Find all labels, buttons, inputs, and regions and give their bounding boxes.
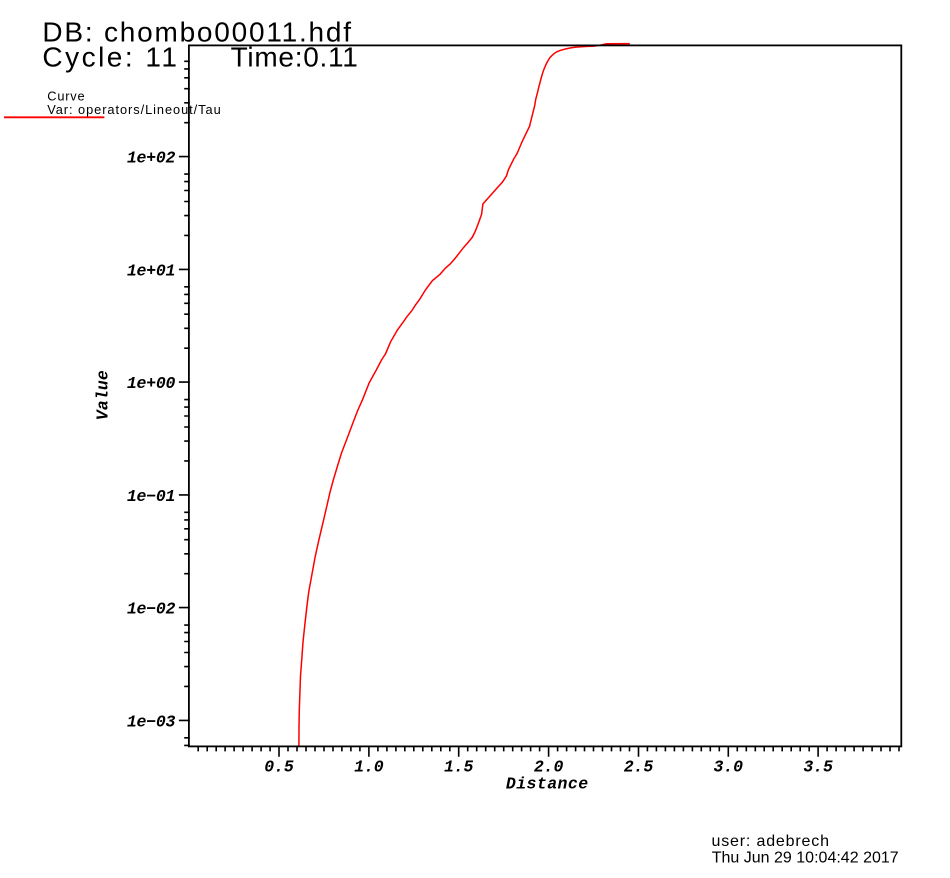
svg-text:Thu Jun 29 10:04:42 2017: Thu Jun 29 10:04:42 2017	[712, 850, 899, 867]
svg-text:3.5: 3.5	[803, 758, 833, 777]
svg-text:1e−03: 1e−03	[127, 712, 176, 731]
svg-text:3.0: 3.0	[714, 758, 744, 777]
svg-text:1e+01: 1e+01	[127, 261, 176, 280]
svg-text:1.5: 1.5	[444, 758, 474, 777]
svg-text:Var: operators/Lineout/Tau: Var: operators/Lineout/Tau	[47, 102, 221, 117]
svg-text:user: adebrech: user: adebrech	[712, 833, 830, 850]
svg-text:Value: Value	[94, 370, 113, 420]
svg-text:1e+00: 1e+00	[127, 374, 176, 393]
svg-text:1e+02: 1e+02	[127, 149, 176, 168]
svg-text:Cycle: 11: Cycle: 11	[42, 41, 177, 72]
svg-text:Curve: Curve	[47, 89, 84, 104]
svg-text:2.5: 2.5	[624, 758, 654, 777]
svg-text:1.0: 1.0	[354, 758, 384, 777]
svg-text:Distance: Distance	[506, 774, 588, 793]
svg-text:Time:0.11: Time:0.11	[231, 41, 358, 72]
svg-text:DB: chombo00011.hdf: DB: chombo00011.hdf	[42, 17, 351, 48]
svg-text:1e−01: 1e−01	[127, 487, 176, 506]
svg-text:2.0: 2.0	[534, 758, 564, 777]
svg-text:0.5: 0.5	[264, 758, 294, 777]
svg-text:1e−02: 1e−02	[127, 600, 176, 619]
